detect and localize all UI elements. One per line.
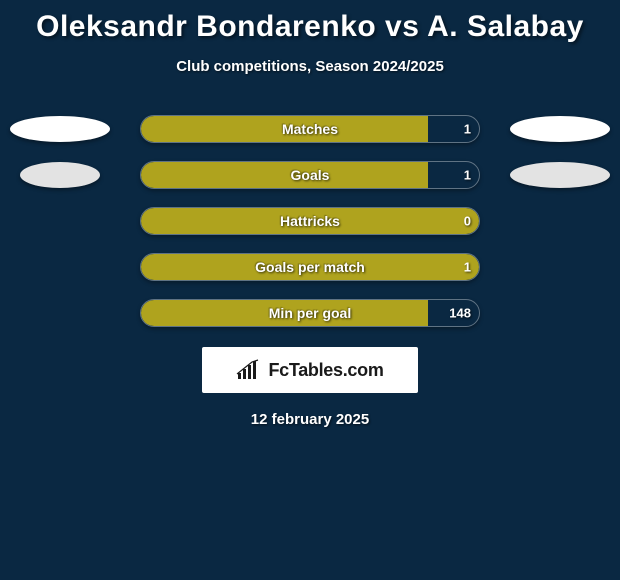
stat-value: 1 bbox=[464, 122, 471, 137]
player-right-bubble bbox=[510, 162, 610, 188]
page-title: Oleksandr Bondarenko vs A. Salabay bbox=[0, 10, 620, 44]
stat-label: Matches bbox=[282, 121, 338, 137]
stat-value: 1 bbox=[464, 260, 471, 275]
stat-rows: Matches 1 Goals 1 Hattricks 0 Goals per match 1… bbox=[0, 115, 620, 327]
stat-row: Hattricks 0 bbox=[0, 207, 620, 235]
stat-value: 1 bbox=[464, 168, 471, 183]
comparison-widget: Oleksandr Bondarenko vs A. Salabay Club … bbox=[0, 0, 620, 428]
stat-bar: Goals per match 1 bbox=[140, 253, 480, 281]
brand-logo[interactable]: FcTables.com bbox=[202, 347, 418, 393]
player-left-bubble bbox=[20, 162, 100, 188]
stat-label: Goals per match bbox=[255, 259, 365, 275]
stat-label: Hattricks bbox=[280, 213, 340, 229]
chart-icon bbox=[236, 359, 262, 381]
stat-label: Goals bbox=[291, 167, 330, 183]
stat-bar: Min per goal 148 bbox=[140, 299, 480, 327]
stat-row: Matches 1 bbox=[0, 115, 620, 143]
brand-logo-text: FcTables.com bbox=[268, 360, 383, 381]
stat-value: 148 bbox=[449, 306, 471, 321]
stat-bar: Goals 1 bbox=[140, 161, 480, 189]
stat-row: Goals 1 bbox=[0, 161, 620, 189]
stat-row: Min per goal 148 bbox=[0, 299, 620, 327]
footer-date: 12 february 2025 bbox=[0, 411, 620, 428]
brand-logo-inner: FcTables.com bbox=[236, 359, 383, 381]
stat-bar: Matches 1 bbox=[140, 115, 480, 143]
stat-bar-fill bbox=[141, 162, 428, 188]
page-subtitle: Club competitions, Season 2024/2025 bbox=[0, 58, 620, 75]
stat-value: 0 bbox=[464, 214, 471, 229]
player-right-bubble bbox=[510, 116, 610, 142]
stat-label: Min per goal bbox=[269, 305, 351, 321]
stat-row: Goals per match 1 bbox=[0, 253, 620, 281]
stat-bar: Hattricks 0 bbox=[140, 207, 480, 235]
player-left-bubble bbox=[10, 116, 110, 142]
